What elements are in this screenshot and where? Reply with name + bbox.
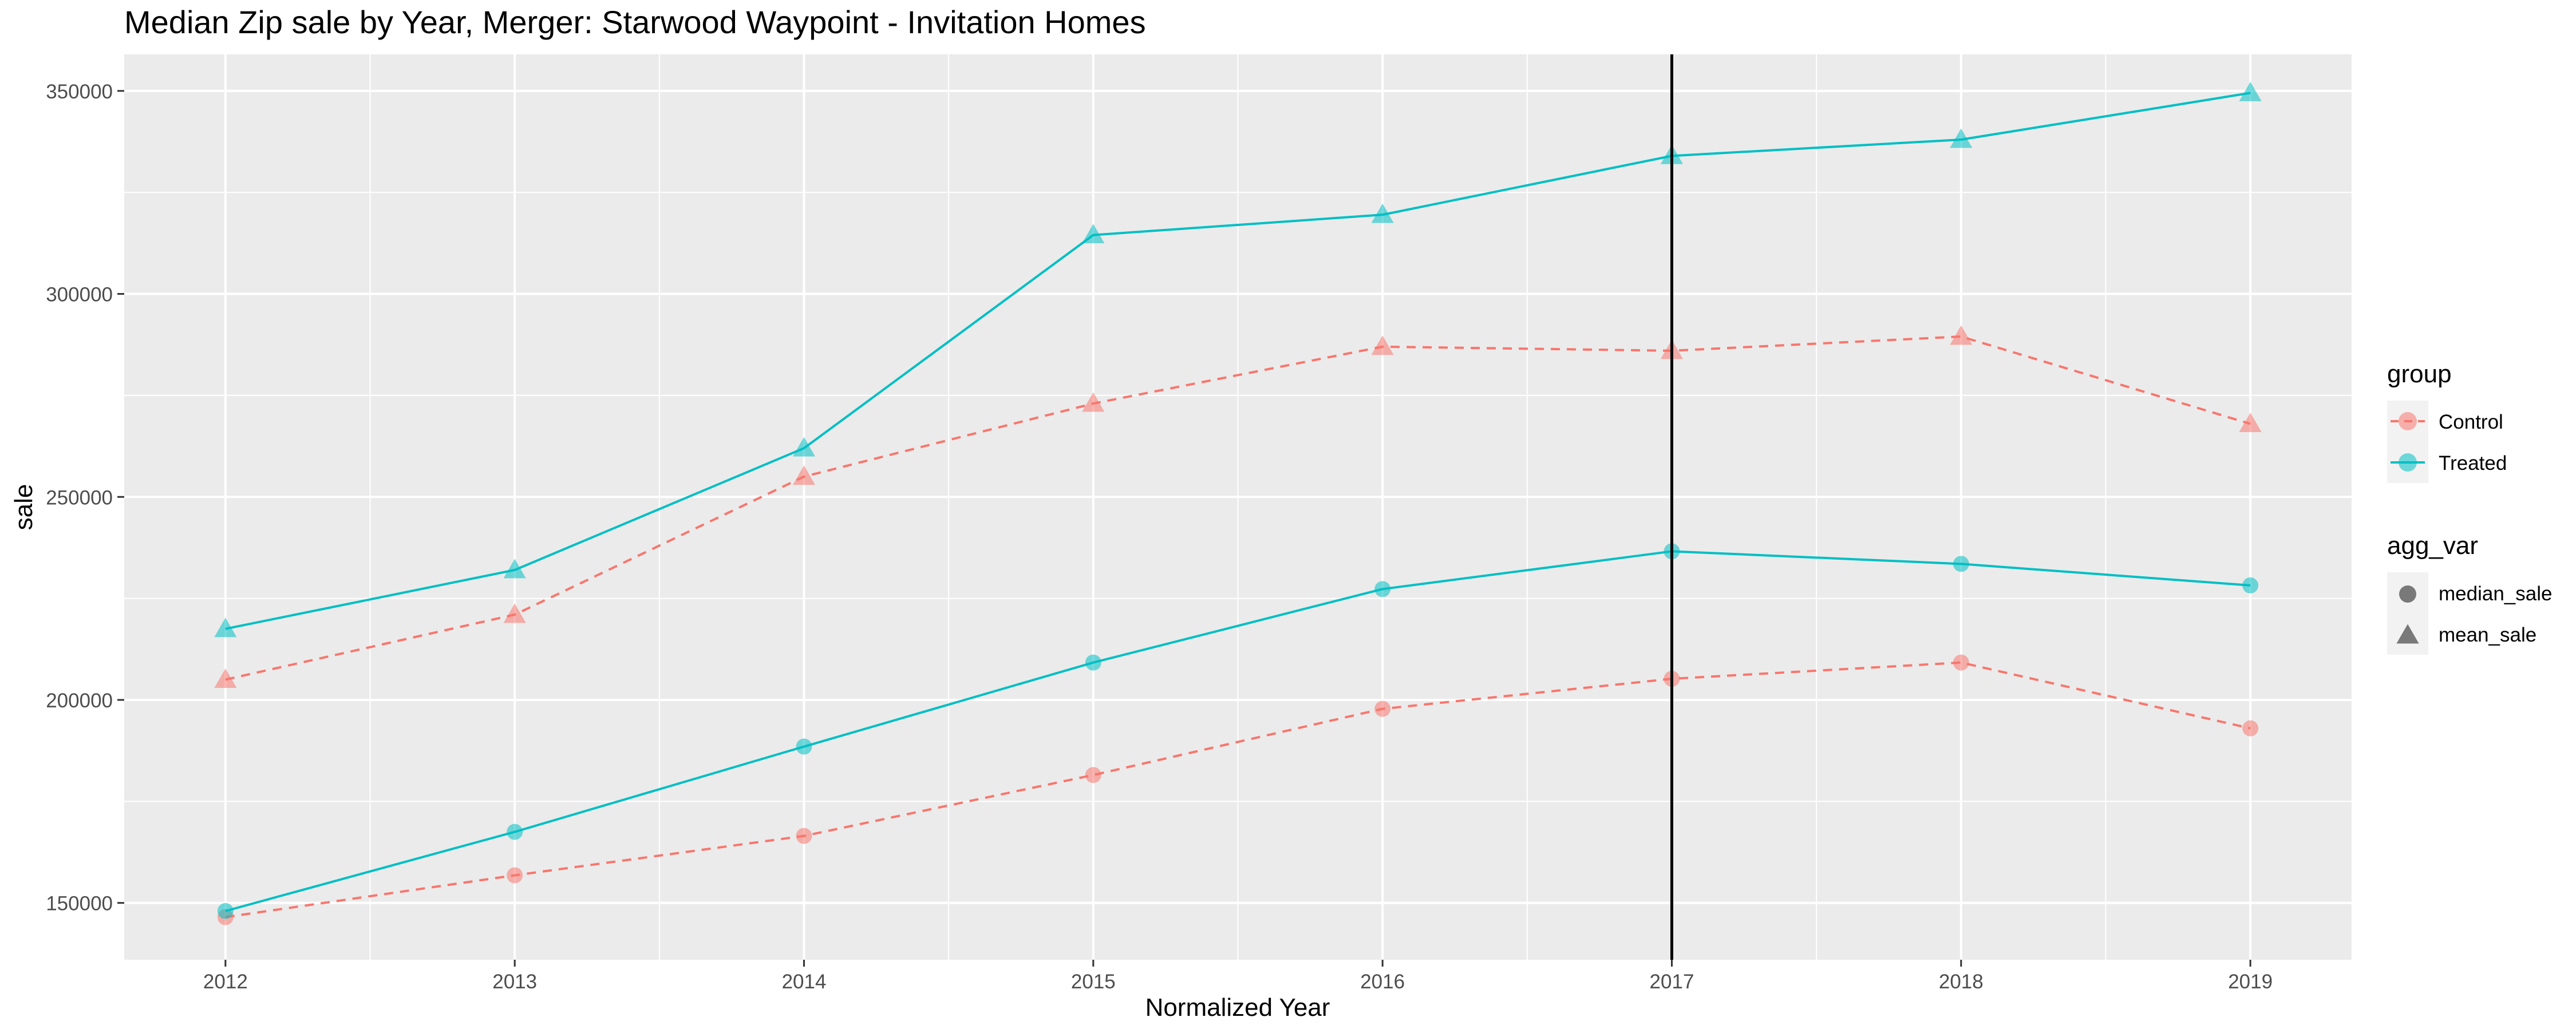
y-tick-label: 250000 bbox=[46, 486, 113, 509]
data-point bbox=[792, 465, 816, 485]
x-tick-label: 2019 bbox=[2228, 971, 2273, 993]
series-layer bbox=[214, 81, 2262, 925]
data-point bbox=[503, 603, 526, 623]
y-tick-label: 150000 bbox=[46, 893, 113, 915]
data-point bbox=[503, 559, 526, 579]
data-point bbox=[214, 668, 237, 688]
data-point bbox=[1371, 203, 1394, 223]
chart-title: Median Zip sale by Year, Merger: Starwoo… bbox=[124, 4, 1146, 40]
data-point bbox=[1953, 556, 1969, 572]
x-tick-label: 2017 bbox=[1650, 971, 1694, 993]
data-point bbox=[1950, 128, 1973, 148]
legend-title-group: group bbox=[2387, 360, 2452, 388]
data-point bbox=[2239, 413, 2262, 433]
data-point bbox=[1371, 335, 1394, 355]
legend-key-point bbox=[2399, 412, 2417, 430]
x-tick-label: 2018 bbox=[1939, 971, 1984, 993]
data-point bbox=[217, 903, 234, 919]
legend-key-shape bbox=[2399, 585, 2416, 603]
legend-key-shape bbox=[2396, 624, 2419, 644]
data-point bbox=[2239, 81, 2262, 101]
y-tick-label: 200000 bbox=[46, 690, 113, 712]
data-point bbox=[1374, 700, 1391, 717]
x-tick-label: 2013 bbox=[492, 971, 537, 993]
data-point bbox=[214, 618, 237, 638]
x-tick-label: 2012 bbox=[203, 971, 248, 993]
data-point bbox=[507, 867, 523, 884]
minor-gridlines bbox=[124, 54, 2352, 960]
series-line bbox=[225, 335, 2251, 681]
legend-label-treated: Treated bbox=[2439, 452, 2507, 474]
series-control-mean-sale bbox=[214, 325, 2262, 688]
data-point bbox=[507, 824, 523, 840]
data-point bbox=[2242, 720, 2259, 737]
legend-label-mean-sale: mean_sale bbox=[2439, 624, 2537, 646]
series-treated-mean-sale bbox=[214, 81, 2262, 638]
data-point bbox=[1082, 392, 1105, 412]
data-point bbox=[1085, 767, 1101, 783]
series-treated-median-sale bbox=[217, 543, 2259, 919]
data-point bbox=[792, 437, 816, 457]
x-tick-label: 2016 bbox=[1360, 971, 1405, 993]
series-line bbox=[225, 92, 2251, 630]
x-axis-title: Normalized Year bbox=[1145, 994, 1330, 1022]
data-point bbox=[2242, 577, 2259, 593]
data-point bbox=[1950, 325, 1973, 345]
legend: group Control Treated agg_var median_salemea… bbox=[2387, 360, 2552, 655]
series-line bbox=[225, 661, 2251, 919]
data-point bbox=[1374, 581, 1391, 597]
x-axis: 2012 2013 2014 2015 2016 2017 2018 2019 bbox=[203, 960, 2273, 993]
legend-key-point bbox=[2399, 453, 2417, 472]
y-tick-label: 300000 bbox=[46, 284, 113, 306]
legend-label-control: Control bbox=[2439, 411, 2503, 433]
data-point bbox=[1953, 654, 1969, 671]
series-control-median-sale bbox=[217, 654, 2259, 925]
y-axis: 150000 200000 250000 300000 350000 bbox=[46, 81, 124, 915]
x-tick-label: 2015 bbox=[1071, 971, 1116, 993]
data-point bbox=[1082, 224, 1105, 244]
x-tick-label: 2014 bbox=[782, 971, 827, 993]
series-line bbox=[225, 550, 2251, 912]
legend-title-agg-var: agg_var bbox=[2387, 532, 2478, 560]
data-point bbox=[1085, 654, 1101, 671]
y-axis-title: sale bbox=[10, 484, 38, 531]
legend-label-median-sale: median_sale bbox=[2439, 583, 2552, 605]
y-tick-label: 350000 bbox=[46, 81, 113, 103]
data-point bbox=[796, 828, 812, 844]
data-point bbox=[796, 738, 812, 755]
